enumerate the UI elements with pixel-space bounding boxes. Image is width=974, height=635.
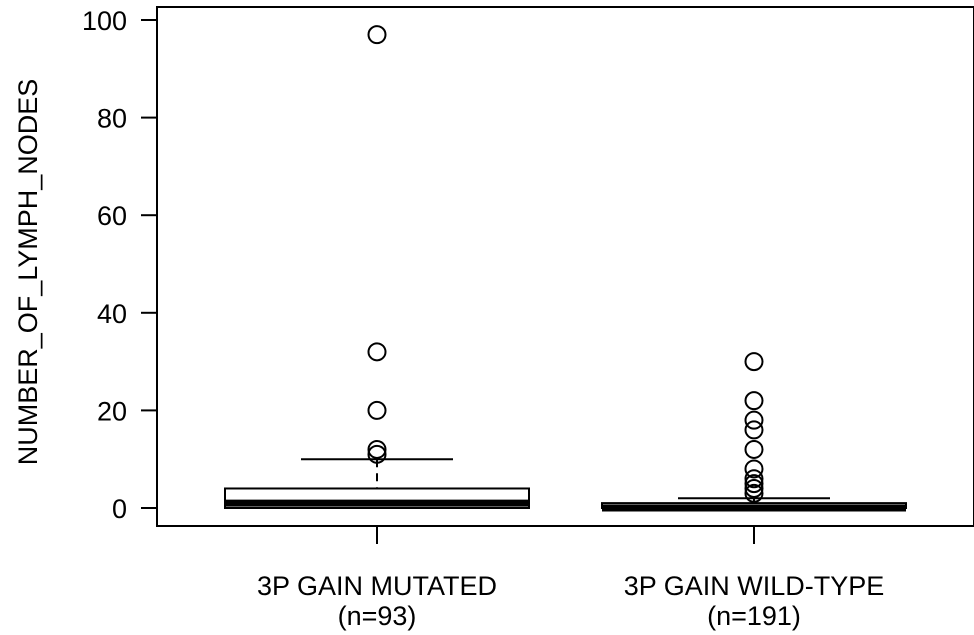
y-tick-label: 40 bbox=[97, 299, 127, 329]
outlier-point bbox=[744, 469, 764, 489]
outlier-point bbox=[744, 439, 764, 459]
box-group bbox=[224, 25, 530, 510]
y-axis: 0 20 40 60 80 100 bbox=[82, 6, 158, 524]
outlier-point bbox=[744, 420, 764, 440]
y-tick-label: 60 bbox=[97, 201, 127, 231]
outlier-point bbox=[744, 459, 764, 479]
y-tick-label: 100 bbox=[82, 6, 127, 36]
x-tick-sample-size: (n=93) bbox=[338, 601, 417, 631]
outlier-point bbox=[367, 342, 387, 362]
plot-frame bbox=[156, 6, 974, 527]
outlier-point bbox=[744, 474, 764, 494]
y-tick-label: 20 bbox=[97, 396, 127, 426]
outlier-point bbox=[744, 410, 764, 430]
y-axis-label: NUMBER_OF_LYMPH_NODES bbox=[13, 79, 43, 466]
outlier-point bbox=[744, 478, 764, 498]
x-tick-label: 3P GAIN WILD-TYPE bbox=[624, 571, 885, 601]
y-tick-label: 80 bbox=[97, 104, 127, 134]
x-tick-label: 3P GAIN MUTATED bbox=[257, 571, 497, 601]
x-axis: 3P GAIN MUTATED(n=93) 3P GAIN WILD-TYPE(n… bbox=[257, 526, 884, 631]
box-series bbox=[224, 25, 907, 512]
outlier-point bbox=[744, 391, 764, 411]
x-tick-sample-size: (n=191) bbox=[707, 601, 801, 631]
y-tick-label: 0 bbox=[112, 494, 127, 524]
outlier-point bbox=[367, 439, 387, 459]
outlier-point bbox=[367, 400, 387, 420]
outlier-point bbox=[744, 352, 764, 372]
outlier-point bbox=[744, 483, 764, 503]
box-group bbox=[601, 352, 907, 512]
outlier-point bbox=[367, 25, 387, 45]
outlier-point bbox=[367, 444, 387, 464]
